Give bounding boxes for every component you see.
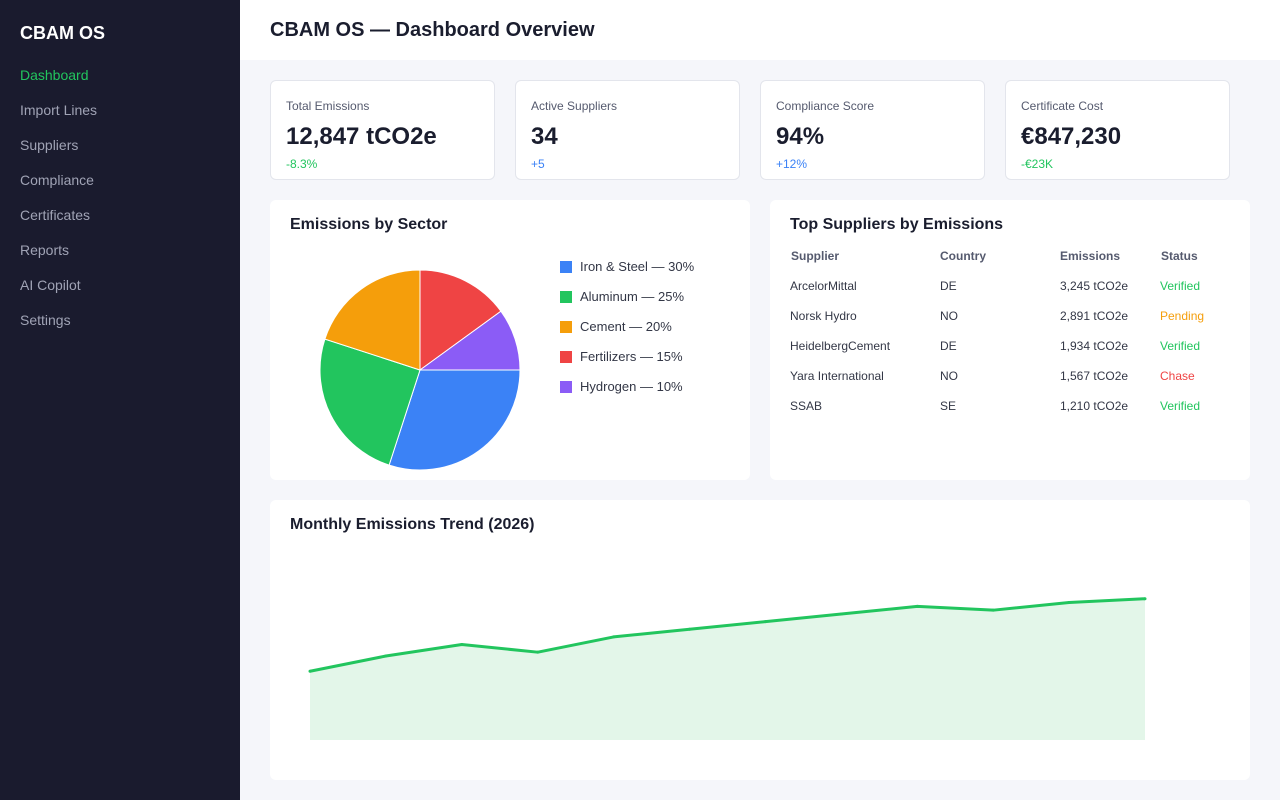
trend-line xyxy=(309,597,1146,673)
legend-swatch xyxy=(560,350,572,363)
emissions-trend-chart xyxy=(308,597,1147,740)
legend-swatch xyxy=(560,290,572,303)
status-badge: Verified xyxy=(1160,399,1201,413)
kpi-card-certificate-cost: Certificate Cost €847,230 -€23K xyxy=(1005,80,1230,180)
sidebar-item-settings[interactable]: Settings xyxy=(20,312,71,328)
pie-slice-hydrogen xyxy=(418,310,521,371)
column-header-supplier: Supplier xyxy=(791,249,840,263)
cell-country: NO xyxy=(940,369,958,383)
cell-emissions: 1,210 tCO2e xyxy=(1060,399,1129,413)
trend-point-7 xyxy=(763,620,767,624)
cell-country: DE xyxy=(940,339,957,353)
status-badge: Verified xyxy=(1160,279,1201,293)
trend-point-10 xyxy=(991,608,995,612)
legend-label: Fertilizers — 15% xyxy=(580,349,683,364)
column-header-status: Status xyxy=(1161,249,1198,263)
sidebar-item-import-lines[interactable]: Import Lines xyxy=(20,102,98,118)
trend-point-11 xyxy=(1067,601,1071,605)
status-badge: Verified xyxy=(1160,339,1201,353)
kpi-value: 34 xyxy=(531,123,558,150)
kpi-value: €847,230 xyxy=(1021,123,1122,150)
cell-supplier: ArcelorMittal xyxy=(790,279,857,293)
kpi-value: 12,847 tCO2e xyxy=(286,123,437,150)
brand-logo: CBAM OS xyxy=(20,23,105,43)
page-title: CBAM OS — Dashboard Overview xyxy=(270,19,595,41)
trend-point-6 xyxy=(688,627,692,631)
kpi-label: Active Suppliers xyxy=(531,99,618,113)
legend-item: Aluminum — 25% xyxy=(560,289,684,304)
cell-country: NO xyxy=(940,309,958,323)
cell-supplier: HeidelbergCement xyxy=(790,339,891,353)
status-badge: Chase xyxy=(1160,369,1195,383)
cell-emissions: 3,245 tCO2e xyxy=(1060,279,1129,293)
legend-label: Cement — 20% xyxy=(580,319,672,334)
sector-card-title: Emissions by Sector xyxy=(290,216,448,233)
cell-supplier: Yara International xyxy=(790,369,884,383)
trend-card: Monthly Emissions Trend (2026) xyxy=(270,500,1250,780)
legend-label: Aluminum — 25% xyxy=(580,289,685,304)
sidebar-item-reports[interactable]: Reports xyxy=(20,242,70,258)
kpi-label: Compliance Score xyxy=(776,99,875,113)
cell-emissions: 1,567 tCO2e xyxy=(1060,369,1129,383)
kpi-delta: +12% xyxy=(776,157,808,171)
cell-emissions: 1,934 tCO2e xyxy=(1060,339,1129,353)
kpi-delta: -8.3% xyxy=(286,157,318,171)
trend-card-title: Monthly Emissions Trend (2026) xyxy=(290,516,535,533)
legend-item: Iron & Steel — 30% xyxy=(560,259,694,274)
sidebar-item-suppliers[interactable]: Suppliers xyxy=(20,137,79,153)
trend-point-1 xyxy=(308,669,312,673)
kpi-delta: +5 xyxy=(531,157,545,171)
cell-emissions: 2,891 tCO2e xyxy=(1060,309,1129,323)
cell-country: SE xyxy=(940,399,957,413)
legend-item: Cement — 20% xyxy=(560,319,672,334)
suppliers-card-title: Top Suppliers by Emissions xyxy=(790,216,1004,233)
kpi-value: 94% xyxy=(776,123,825,150)
trend-point-2 xyxy=(384,654,388,658)
kpi-label: Total Emissions xyxy=(286,99,370,113)
legend-swatch xyxy=(560,260,572,273)
status-badge: Pending xyxy=(1160,309,1205,323)
legend-label: Hydrogen — 10% xyxy=(580,379,683,394)
column-header-emissions: Emissions xyxy=(1060,249,1121,263)
cell-supplier: Norsk Hydro xyxy=(790,309,857,323)
sector-card: Emissions by Sector Iron & Steel — 30% Al… xyxy=(270,200,750,480)
pie-slice-aluminum xyxy=(319,338,421,466)
legend-swatch xyxy=(560,320,572,333)
sidebar-item-certificates[interactable]: Certificates xyxy=(20,207,91,223)
legend-swatch xyxy=(560,380,572,393)
kpi-label: Certificate Cost xyxy=(1021,99,1104,113)
column-header-country: Country xyxy=(940,249,986,263)
sidebar-item-compliance[interactable]: Compliance xyxy=(20,172,94,188)
pie-slice-cement xyxy=(324,269,421,371)
cell-country: DE xyxy=(940,279,957,293)
trend-point-8 xyxy=(839,612,843,616)
sidebar-item-ai-copilot[interactable]: AI Copilot xyxy=(20,277,81,293)
legend-item: Hydrogen — 10% xyxy=(560,379,683,394)
trend-point-5 xyxy=(612,635,616,639)
sidebar-item-dashboard[interactable]: Dashboard xyxy=(20,67,89,83)
legend-label: Iron & Steel — 30% xyxy=(580,259,695,274)
header: CBAM OS — Dashboard Overview xyxy=(240,0,1280,60)
legend-item: Fertilizers — 15% xyxy=(560,349,683,364)
sidebar: CBAM OS Dashboard Import Lines Suppliers… xyxy=(0,0,240,800)
pie-slice-fertilizers xyxy=(419,269,502,371)
trend-point-12 xyxy=(1143,597,1147,601)
suppliers-card: Top Suppliers by Emissions Supplier Coun… xyxy=(770,200,1250,480)
kpi-card-compliance-score: Compliance Score 94% +12% xyxy=(760,80,985,180)
kpi-card-total-emissions: Total Emissions 12,847 tCO2e -8.3% xyxy=(270,80,495,180)
trend-point-9 xyxy=(915,604,919,608)
cell-supplier: SSAB xyxy=(790,399,823,413)
pie-slice-iron-steel xyxy=(388,369,521,471)
trend-point-4 xyxy=(536,650,540,654)
sector-pie-chart xyxy=(319,269,521,471)
kpi-delta: -€23K xyxy=(1021,157,1054,171)
trend-area-fill xyxy=(310,598,1145,740)
trend-point-3 xyxy=(460,643,464,647)
kpi-card-active-suppliers: Active Suppliers 34 +5 xyxy=(515,80,740,180)
